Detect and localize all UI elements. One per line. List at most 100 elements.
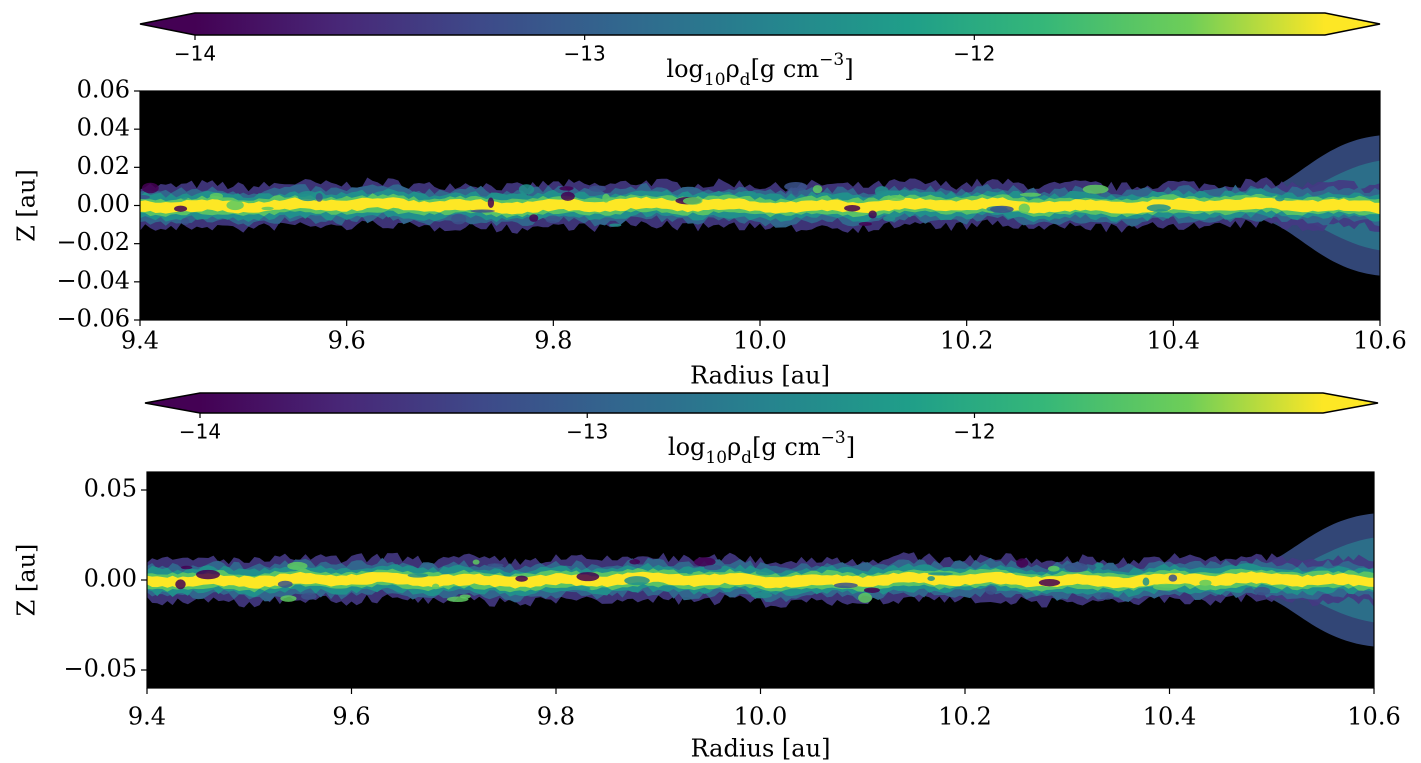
x-tick-label: 9.8 xyxy=(534,327,572,355)
eddy xyxy=(685,567,694,575)
y-axis-label: Z [au] xyxy=(13,169,41,242)
eddy xyxy=(140,195,150,200)
eddy xyxy=(1016,558,1029,568)
x-axis-label: Radius [au] xyxy=(690,362,830,390)
heatmap xyxy=(147,472,1374,688)
eddy xyxy=(588,185,606,192)
x-tick-label: 10.0 xyxy=(734,703,787,731)
colorbar-label-part: 10 xyxy=(705,448,727,468)
colorbar-label-part: ] xyxy=(844,55,853,83)
eddy xyxy=(844,204,861,212)
eddy xyxy=(196,569,221,580)
eddy xyxy=(1018,203,1030,214)
colorbar-label-part: ρ xyxy=(727,433,741,461)
y-tick-label: 0.00 xyxy=(84,565,137,593)
eddy xyxy=(545,215,561,224)
eddy xyxy=(180,565,193,570)
colorbar-extend-low xyxy=(145,393,200,413)
eddy xyxy=(784,182,808,192)
eddy xyxy=(1038,578,1061,587)
eddy xyxy=(1100,592,1114,600)
colorbar-outline xyxy=(144,392,1379,414)
colorbar-label: log10ρd[g cm−3] xyxy=(666,50,853,90)
eddy xyxy=(874,186,889,197)
colorbar-label-part: −3 xyxy=(819,50,844,70)
eddy xyxy=(451,213,467,225)
x-tick-label: 9.6 xyxy=(332,703,370,731)
eddy xyxy=(791,187,799,195)
eddy xyxy=(180,217,190,226)
eddy xyxy=(277,580,293,588)
colorbar-tick-label: −12 xyxy=(953,42,995,66)
eddy xyxy=(927,576,936,581)
eddy xyxy=(487,563,504,568)
eddy xyxy=(883,215,896,222)
eddy xyxy=(1146,204,1171,212)
eddy xyxy=(576,572,600,582)
eddy xyxy=(529,214,539,222)
eddy xyxy=(209,192,224,200)
eddy xyxy=(1142,577,1150,586)
eddy xyxy=(261,206,274,211)
eddy xyxy=(175,579,186,590)
y-tick-label: 0.00 xyxy=(77,190,130,218)
eddy xyxy=(989,205,1014,213)
eddy xyxy=(624,576,650,586)
y-axis-label: Z [au] xyxy=(13,544,41,617)
eddy xyxy=(863,587,880,593)
x-tick-label: 9.4 xyxy=(121,327,159,355)
colorbar-label-part: ] xyxy=(846,433,855,461)
y-tick-label: 0.06 xyxy=(77,76,130,104)
eddy xyxy=(1047,565,1060,572)
x-tick-label: 10.2 xyxy=(940,327,993,355)
eddy xyxy=(518,184,535,195)
eddy xyxy=(812,185,823,194)
eddy xyxy=(609,223,622,227)
heatmap xyxy=(140,91,1380,320)
y-tick-label: 0.02 xyxy=(77,152,130,180)
y-tick-label: −0.05 xyxy=(63,655,137,683)
eddy xyxy=(297,190,319,202)
eddy xyxy=(287,561,308,571)
colorbar-extend-high xyxy=(1325,13,1380,35)
x-tick-label: 10.2 xyxy=(938,703,991,731)
eddy xyxy=(868,210,877,219)
colorbar-extend-low xyxy=(140,13,195,35)
eddy xyxy=(459,594,471,599)
eddy xyxy=(142,182,159,194)
eddy xyxy=(301,592,317,600)
y-tick-label: 0.04 xyxy=(77,114,130,142)
x-tick-label: 10.4 xyxy=(1147,327,1200,355)
colorbar-tick-label: −14 xyxy=(174,42,216,66)
eddy xyxy=(560,191,575,201)
colorbar-tick-label: −13 xyxy=(566,420,608,444)
colorbar-tick-label: −14 xyxy=(179,420,221,444)
eddy xyxy=(629,559,641,565)
eddy xyxy=(858,592,872,603)
y-tick-label: −0.04 xyxy=(56,266,130,294)
eddy xyxy=(487,197,495,208)
eddy xyxy=(1019,192,1042,197)
colorbar-label-part: log xyxy=(666,55,704,83)
eddy xyxy=(694,557,716,567)
eddy xyxy=(833,582,858,589)
eddy xyxy=(1064,562,1089,573)
eddy xyxy=(755,570,775,576)
eddy xyxy=(739,190,757,196)
eddy xyxy=(515,575,528,582)
eddy xyxy=(858,222,872,226)
eddy xyxy=(407,573,429,578)
colorbar-label-part: log xyxy=(668,433,706,461)
eddy xyxy=(887,194,905,202)
eddy xyxy=(1275,195,1285,202)
eddy xyxy=(315,193,323,202)
colorbar-tick-label: −12 xyxy=(953,420,995,444)
eddy xyxy=(704,564,722,571)
colorbar-label-part: [g cm xyxy=(752,433,821,461)
colorbar-extend-high xyxy=(1323,393,1378,413)
x-tick-label: 10.4 xyxy=(1143,703,1196,731)
colorbar-label-part: −3 xyxy=(821,428,846,448)
colorbar-label-part: d xyxy=(741,448,752,468)
eddy xyxy=(1168,574,1178,582)
